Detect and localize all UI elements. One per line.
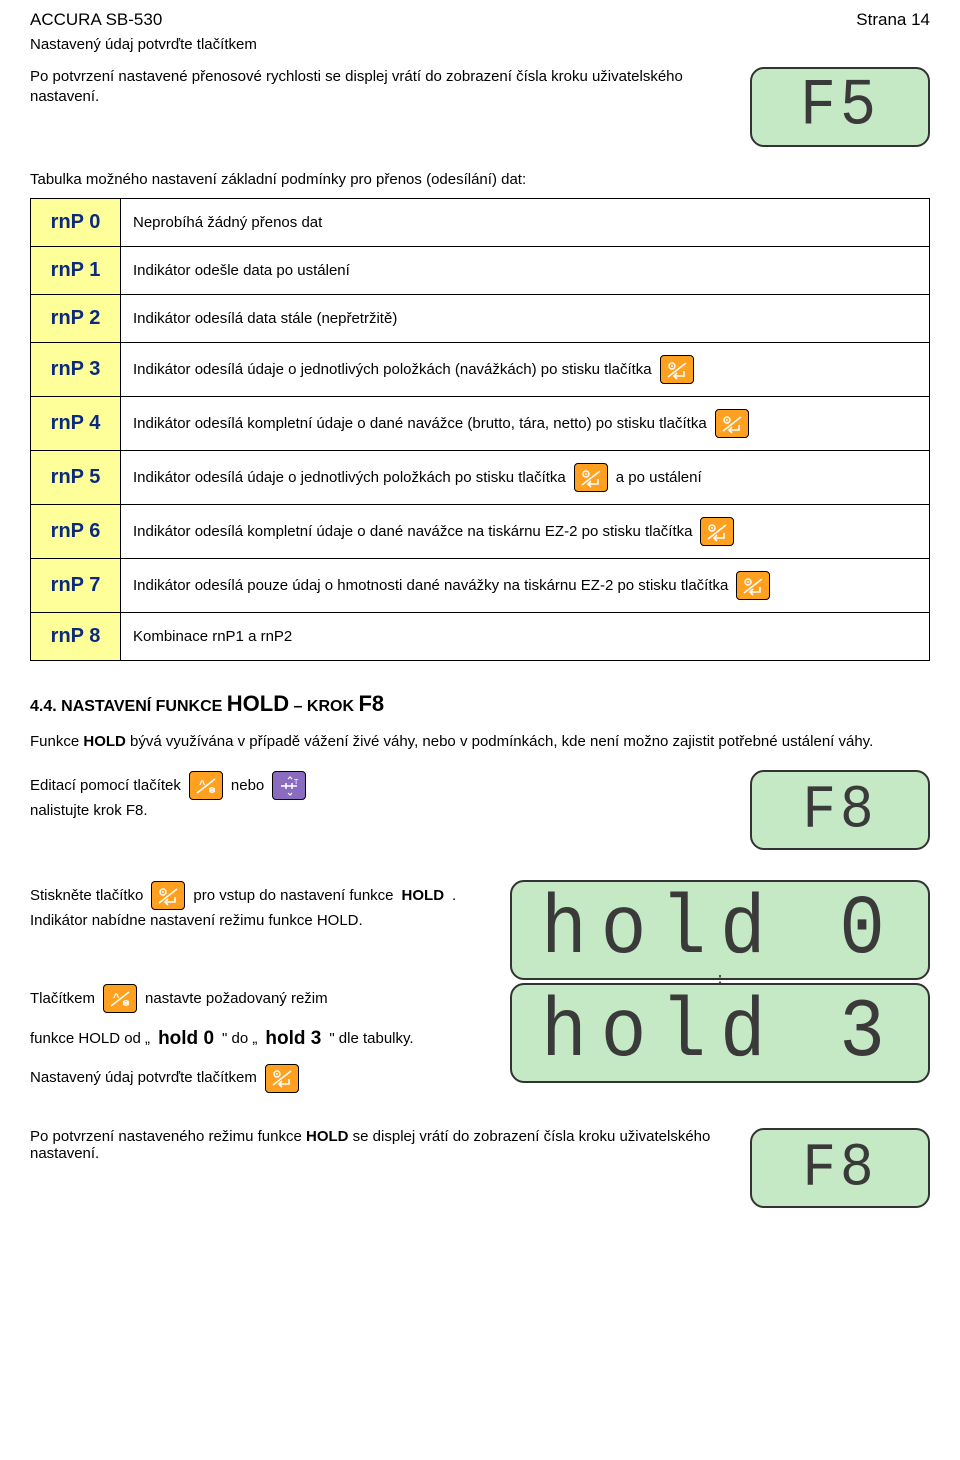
lcd-text: hold 0 xyxy=(541,883,899,978)
section-heading-4-4: 4.4. NASTAVENÍ FUNKCE HOLD – KROK F8 xyxy=(30,691,930,717)
rnp-key: rnP 2 xyxy=(31,295,121,343)
intro-paragraph: Po potvrzení nastavené přenosové rychlos… xyxy=(30,67,750,108)
lcd-display-hold0: hold 0 xyxy=(510,880,930,980)
heading-hold: HOLD xyxy=(227,691,289,716)
text-bold: hold 0 xyxy=(158,1019,214,1059)
text-bold: HOLD xyxy=(402,880,445,912)
up-icon: ^ xyxy=(103,984,137,1013)
edit-instruction: Editací pomocí tlačítek ^ nebo T xyxy=(30,770,306,802)
rnp-value: Indikátor odesílá data stále (nepřetržit… xyxy=(121,295,930,343)
text: Indikátor odesílá kompletní údaje o dané… xyxy=(133,415,707,432)
text: Nastavený údaj potvrďte tlačítkem xyxy=(30,1062,257,1094)
rnp-value: Indikátor odesílá údaje o jednotlivých p… xyxy=(121,451,930,505)
rnp-value: Indikátor odešle data po ustálení xyxy=(121,247,930,295)
text: Editací pomocí tlačítek xyxy=(30,770,181,802)
table-intro: Tabulka možného nastavení základní podmí… xyxy=(30,171,930,188)
table-row: rnP 5 Indikátor odesílá údaje o jednotliv… xyxy=(31,451,930,505)
enter-instruction: Stiskněte tlačítko pro vstup do nastaven… xyxy=(30,880,456,912)
lcd-text: F8 xyxy=(802,775,877,845)
text-bold: HOLD xyxy=(83,733,126,750)
table-row: rnP 1 Indikátor odešle data po ustálení xyxy=(31,247,930,295)
rnp-key: rnP 5 xyxy=(31,451,121,505)
rnp-key: rnP 3 xyxy=(31,343,121,397)
text: Stiskněte tlačítko xyxy=(30,880,143,912)
table-row: rnP 2 Indikátor odesílá data stále (nepře… xyxy=(31,295,930,343)
rnp-key: rnP 4 xyxy=(31,397,121,451)
table-row: rnP 3 Indikátor odesílá údaje o jednotliv… xyxy=(31,343,930,397)
header-left: ACCURA SB-530 xyxy=(30,10,162,30)
rnp-key: rnP 8 xyxy=(31,613,121,661)
rnp-key: rnP 0 xyxy=(31,199,121,247)
text: nalistujte krok F8. xyxy=(30,802,720,819)
rnp-value: Indikátor odesílá pouze údaj o hmotnosti… xyxy=(121,559,930,613)
set-mode-instruction: Tlačítkem ^ nastavte požadovaný režim xyxy=(30,983,328,1015)
hold-intro-paragraph: Funkce HOLD bývá využívána v případě váž… xyxy=(30,731,930,752)
rnp-value: Indikátor odesílá kompletní údaje o dané… xyxy=(121,397,930,451)
svg-text:T: T xyxy=(294,779,299,786)
page-header: ACCURA SB-530 Strana 14 xyxy=(30,10,930,30)
rnp-value: Neprobíhá žádný přenos dat xyxy=(121,199,930,247)
table-row: rnP 4 Indikátor odesílá kompletní údaje o… xyxy=(31,397,930,451)
enter-icon xyxy=(736,571,770,600)
text: nebo xyxy=(231,770,264,802)
text: Indikátor odesílá údaje o jednotlivých p… xyxy=(133,469,566,486)
lcd-text: hold 3 xyxy=(541,986,899,1081)
hold-range: funkce HOLD od „hold 0" do „hold 3" dle … xyxy=(30,1019,414,1059)
text: Funkce xyxy=(30,733,83,750)
text: funkce HOLD od „ xyxy=(30,1023,150,1055)
enter-icon xyxy=(574,463,608,492)
rnp-key: rnP 7 xyxy=(31,559,121,613)
confirm-line: Nastavený údaj potvrďte tlačítkem xyxy=(30,36,930,53)
lcd-text: F8 xyxy=(802,1133,877,1203)
lcd-text: F5 xyxy=(800,70,880,145)
rnp-key: rnP 1 xyxy=(31,247,121,295)
text: Indikátor odesílá data stále (nepřetržit… xyxy=(133,310,397,327)
enter-icon xyxy=(660,355,694,384)
confirm-instruction: Nastavený údaj potvrďte tlačítkem xyxy=(30,1062,299,1094)
text: a po ustálení xyxy=(616,469,702,486)
table-row: rnP 8 Kombinace rnP1 a rnP2 xyxy=(31,613,930,661)
rnp-value: Indikátor odesílá údaje o jednotlivých p… xyxy=(121,343,930,397)
text: nastavte požadovaný režim xyxy=(145,983,328,1015)
heading-part: – KROK xyxy=(289,698,358,715)
text: . xyxy=(452,880,456,912)
text: " dle tabulky. xyxy=(329,1023,413,1055)
header-right: Strana 14 xyxy=(856,10,930,30)
text: Indikátor odesílá údaje o jednotlivých p… xyxy=(133,361,652,378)
lcd-display-f8: F8 xyxy=(750,770,930,850)
text-bold: hold 3 xyxy=(265,1019,321,1059)
table-row: rnP 6 Indikátor odesílá kompletní údaje o… xyxy=(31,505,930,559)
text: Indikátor odešle data po ustálení xyxy=(133,262,350,279)
text: Neprobíhá žádný přenos dat xyxy=(133,214,322,231)
enter-icon xyxy=(265,1064,299,1093)
enter-icon xyxy=(715,409,749,438)
enter-icon xyxy=(700,517,734,546)
lcd-display-hold3: hold 3 xyxy=(510,983,930,1083)
text: Indikátor odesílá kompletní údaje o dané… xyxy=(133,523,692,540)
text: Kombinace rnP1 a rnP2 xyxy=(133,628,292,645)
table-row: rnP 0 Neprobíhá žádný přenos dat xyxy=(31,199,930,247)
table-row: rnP 7 Indikátor odesílá pouze údaj o hmot… xyxy=(31,559,930,613)
rnp-key: rnP 6 xyxy=(31,505,121,559)
heading-part: 4.4. NASTAVENÍ FUNKCE xyxy=(30,698,227,715)
rnp-value: Kombinace rnP1 a rnP2 xyxy=(121,613,930,661)
final-paragraph: Po potvrzení nastaveného režimu funkce H… xyxy=(30,1128,750,1162)
heading-f8: F8 xyxy=(358,691,384,716)
enter-icon xyxy=(151,881,185,910)
rnp-value: Indikátor odesílá kompletní údaje o dané… xyxy=(121,505,930,559)
lcd-display-f5: F5 xyxy=(750,67,930,147)
lcd-display-f8-final: F8 xyxy=(750,1128,930,1208)
text: pro vstup do nastavení funkce xyxy=(193,880,393,912)
text: " do „ xyxy=(222,1023,257,1055)
text-bold: HOLD xyxy=(306,1128,349,1145)
up-icon: ^ xyxy=(189,771,223,800)
tare-icon: T xyxy=(272,771,306,800)
text: Tlačítkem xyxy=(30,983,95,1015)
text: bývá využívána v případě vážení živé váh… xyxy=(126,733,873,750)
text: Po potvrzení nastaveného režimu funkce xyxy=(30,1128,306,1145)
text: Indikátor odesílá pouze údaj o hmotnosti… xyxy=(133,577,728,594)
text: Indikátor nabídne nastavení režimu funkc… xyxy=(30,912,480,929)
rnp-table: rnP 0 Neprobíhá žádný přenos dat rnP 1 Indi… xyxy=(30,198,930,661)
